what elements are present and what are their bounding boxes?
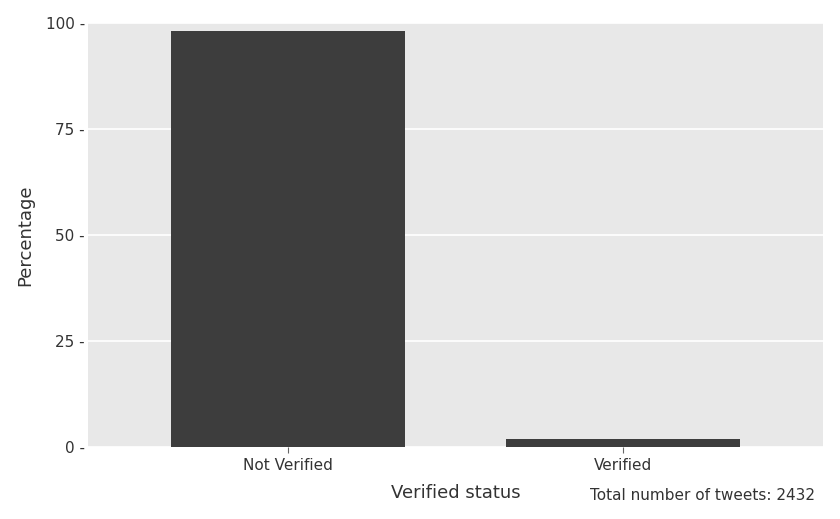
X-axis label: Verified status: Verified status	[391, 484, 521, 502]
Bar	[171, 31, 406, 447]
Bar	[506, 439, 740, 447]
Y-axis label: Percentage: Percentage	[17, 184, 34, 285]
Text: Total number of tweets: 2432: Total number of tweets: 2432	[590, 488, 815, 503]
